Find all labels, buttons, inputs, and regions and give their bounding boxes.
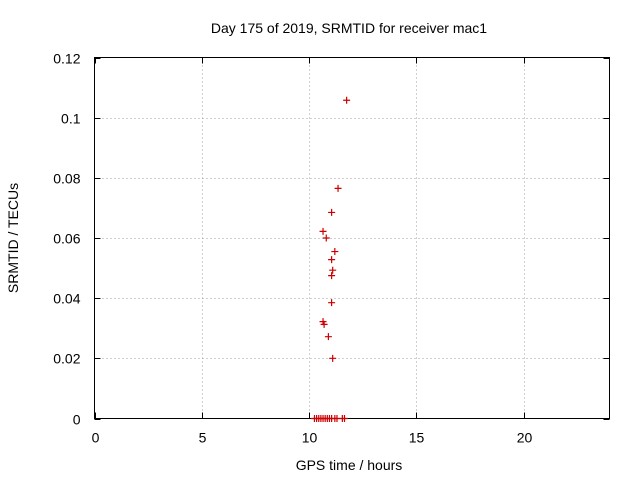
y-tick-label: 0.12 xyxy=(53,51,80,67)
y-axis-label: SRMTID / TECUs xyxy=(5,183,21,293)
y-tick-label: 0.02 xyxy=(53,351,80,367)
data-points xyxy=(310,96,351,422)
data-point xyxy=(340,415,348,422)
x-tick-label: 20 xyxy=(517,430,533,446)
x-axis: 0 5 10 15 20 xyxy=(92,57,533,446)
x-tick-label: 15 xyxy=(409,430,425,446)
y-tick-label: 0.06 xyxy=(53,231,80,247)
y-tick-label: 0.08 xyxy=(53,171,80,187)
data-point xyxy=(329,266,337,274)
y-tick-label: 0.1 xyxy=(61,111,81,127)
x-tick-label: 10 xyxy=(302,430,318,446)
plot-frame xyxy=(94,57,610,419)
x-axis-label: GPS time / hours xyxy=(296,457,403,473)
data-point xyxy=(331,248,339,256)
x-tick-label: 0 xyxy=(92,430,100,446)
data-point xyxy=(328,299,336,307)
data-point xyxy=(328,256,336,264)
data-point xyxy=(324,333,332,341)
data-point xyxy=(328,272,336,280)
chart-title: Day 175 of 2019, SRMTID for receiver mac… xyxy=(211,20,487,36)
data-point xyxy=(319,227,327,235)
grid-lines xyxy=(94,57,610,419)
data-point xyxy=(343,96,351,104)
y-tick-label: 0.04 xyxy=(53,291,80,307)
y-tick-label: 0 xyxy=(73,412,81,428)
data-point xyxy=(322,234,330,242)
data-point xyxy=(328,208,336,216)
x-tick-label: 5 xyxy=(199,430,207,446)
y-axis: 0 0.02 0.04 0.06 0.08 0.1 0.12 xyxy=(53,51,610,428)
data-point xyxy=(329,354,337,362)
data-point xyxy=(334,184,342,192)
data-point xyxy=(320,320,328,328)
